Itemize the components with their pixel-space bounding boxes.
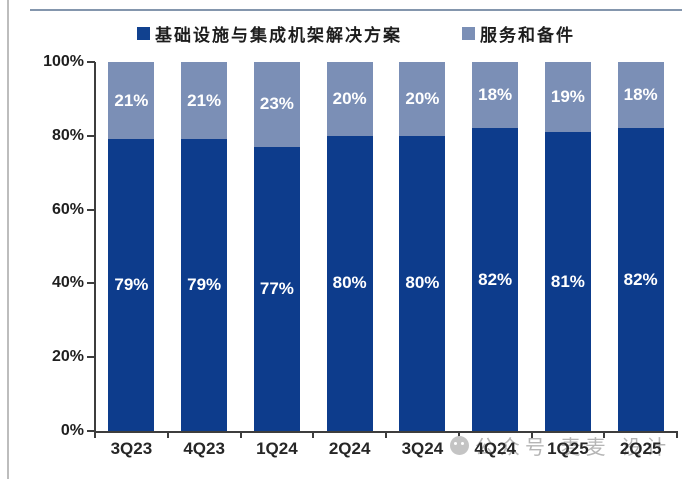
y-axis-line (94, 62, 96, 433)
x-axis-tick (94, 431, 96, 438)
top-rule (30, 9, 682, 11)
bar-segment-4Q24 (472, 62, 519, 129)
legend-swatch-light-icon (462, 27, 475, 40)
bar-value-label: 20% (405, 88, 440, 108)
wechat-icon (450, 436, 469, 455)
bar-value-label: 79% (114, 275, 149, 295)
y-axis-label: 0% (60, 422, 84, 439)
chart-legend: 基础设施与集成机架解决方案 服务和备件 (0, 20, 699, 46)
bar-value-label: 81% (550, 271, 585, 291)
watermark-text: 公众号 麦麦 设计 (475, 437, 672, 459)
x-axis-label-1Q24: 1Q24 (256, 439, 298, 458)
x-axis-label-2Q24: 2Q24 (328, 439, 371, 458)
legend-label: 基础设施与集成机架解决方案 (155, 26, 402, 45)
bar-segment-3Q23 (108, 62, 155, 140)
x-axis-label-3Q24: 3Q24 (401, 439, 444, 458)
bar-segment-4Q23 (181, 62, 228, 140)
bar-value-label: 21% (187, 90, 222, 110)
bar-segment-4Q23 (181, 139, 228, 431)
y-axis-tick (87, 356, 95, 359)
y-axis-label: 40% (51, 274, 84, 292)
bar-segment-3Q24 (399, 62, 446, 136)
y-axis-tick (87, 61, 95, 63)
y-axis-label: 20% (51, 348, 84, 366)
bar-segment-4Q24 (472, 128, 519, 431)
y-axis-tick (87, 208, 95, 211)
bar-value-label: 80% (332, 273, 367, 293)
y-axis-tick (87, 134, 95, 137)
bar-value-label: 23% (259, 94, 294, 114)
x-axis-tick (676, 431, 678, 438)
bar-segment-3Q24 (399, 135, 446, 431)
bar-segment-3Q23 (108, 139, 155, 431)
bar-value-label: 19% (550, 87, 585, 107)
y-axis-label: 60% (51, 200, 84, 218)
bar-value-label: 82% (478, 269, 513, 289)
bar-value-label: 18% (623, 85, 658, 105)
bar-segment-1Q24 (253, 62, 300, 147)
bar-segment-2Q25 (617, 62, 664, 129)
legend-item-services: 服务和备件 (462, 21, 575, 46)
x-axis-label-3Q23: 3Q23 (110, 439, 153, 458)
x-axis-tick (457, 431, 460, 438)
x-axis-label-1Q25: 1Q25 (547, 439, 589, 458)
y-axis-tick (87, 430, 95, 432)
x-axis-label-4Q24: 4Q24 (474, 439, 516, 458)
legend-label: 服务和备件 (480, 26, 575, 45)
bar-value-label: 80% (405, 273, 440, 293)
x-axis-tick (603, 431, 606, 438)
legend-item-infrastructure: 基础设施与集成机架解决方案 (137, 21, 402, 46)
bar-segment-1Q25 (544, 132, 591, 431)
bar-value-label: 77% (259, 278, 294, 298)
y-axis-label: 80% (51, 126, 84, 144)
x-axis-tick (166, 431, 169, 438)
watermark: 公众号 麦麦 设计 (450, 431, 671, 460)
bar-segment-2Q24 (326, 135, 373, 431)
bar-segment-1Q25 (544, 62, 591, 133)
bar-value-label: 82% (623, 269, 658, 289)
bar-value-label: 21% (114, 90, 149, 110)
bar-value-label: 18% (478, 85, 513, 105)
bar-value-label: 20% (332, 88, 367, 108)
x-axis-label-4Q23: 4Q23 (183, 439, 225, 458)
x-axis-tick (312, 431, 315, 438)
x-axis-tick (385, 431, 387, 438)
bar-value-label: 79% (187, 275, 222, 295)
y-axis-tick (87, 282, 95, 285)
bar-segment-2Q24 (326, 62, 373, 136)
x-axis-tick (239, 431, 242, 438)
bar-segment-1Q24 (253, 146, 300, 431)
x-axis-tick (530, 431, 533, 438)
x-axis-label-2Q25: 2Q25 (619, 439, 662, 458)
bar-segment-2Q25 (617, 128, 664, 431)
legend-swatch-dark-icon (137, 27, 150, 40)
left-border-line (7, 0, 9, 479)
y-axis-label: 100% (43, 53, 84, 70)
